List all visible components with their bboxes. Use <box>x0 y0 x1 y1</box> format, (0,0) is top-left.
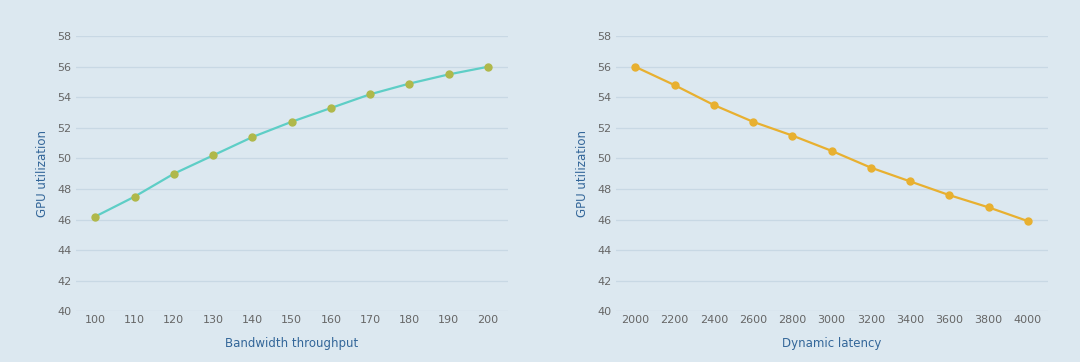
Point <box>902 178 919 184</box>
Point <box>784 132 801 138</box>
Point <box>401 81 418 87</box>
Point <box>980 205 997 210</box>
Point <box>705 102 723 108</box>
Point <box>626 64 644 70</box>
Point <box>86 214 104 219</box>
Point <box>941 192 958 198</box>
Point <box>362 91 379 97</box>
X-axis label: Bandwidth throughput: Bandwidth throughput <box>225 337 359 350</box>
Point <box>823 148 840 154</box>
Point <box>480 64 497 70</box>
Point <box>666 82 684 88</box>
Point <box>440 72 457 77</box>
Point <box>862 165 879 171</box>
Point <box>244 134 261 140</box>
X-axis label: Dynamic latency: Dynamic latency <box>782 337 881 350</box>
Point <box>744 119 761 125</box>
Point <box>165 171 183 177</box>
Point <box>126 194 144 199</box>
Point <box>322 105 339 111</box>
Point <box>1020 218 1037 224</box>
Y-axis label: GPU utilization: GPU utilization <box>36 130 49 217</box>
Y-axis label: GPU utilization: GPU utilization <box>576 130 589 217</box>
Point <box>283 119 300 125</box>
Point <box>204 152 221 158</box>
